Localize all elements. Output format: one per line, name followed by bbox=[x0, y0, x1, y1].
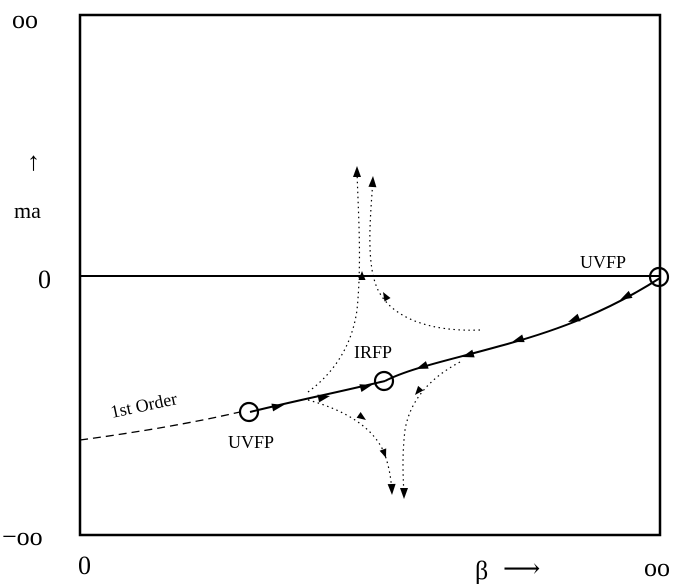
dotted-flow-upper-left bbox=[307, 169, 361, 393]
x-axis-arrow-icon: ⟶ bbox=[503, 554, 540, 583]
dotted-flow-upper-right bbox=[369, 179, 481, 331]
x-axis-right-label: oo bbox=[644, 553, 670, 582]
uvfp-top-point bbox=[648, 266, 670, 288]
first-order-line bbox=[79, 411, 241, 441]
y-axis-zero-label: 0 bbox=[38, 265, 51, 294]
y-axis-label: ma bbox=[14, 198, 41, 223]
flow-arrows-lower bbox=[271, 384, 372, 412]
dotted-flow-lower-left bbox=[307, 399, 393, 493]
dotted-flow-arrows bbox=[353, 166, 424, 499]
dotted-flow-lower-right bbox=[402, 361, 461, 497]
irfp-label: IRFP bbox=[354, 342, 392, 362]
uvfp-bottom-label: UVFP bbox=[228, 432, 274, 452]
uvfp-bottom-point bbox=[238, 401, 260, 423]
flow-arrows-upper bbox=[416, 290, 633, 369]
y-axis-top-label: oo bbox=[12, 5, 38, 34]
uvfp-top-label: UVFP bbox=[580, 252, 626, 272]
first-order-label: 1st Order bbox=[109, 388, 179, 422]
y-axis-arrow-icon: ↑ bbox=[27, 147, 40, 176]
y-axis-bottom-label: −oo bbox=[2, 522, 43, 551]
x-axis-label: β bbox=[475, 556, 488, 584]
irfp-point bbox=[373, 370, 395, 392]
x-axis-zero-label: 0 bbox=[78, 551, 91, 580]
